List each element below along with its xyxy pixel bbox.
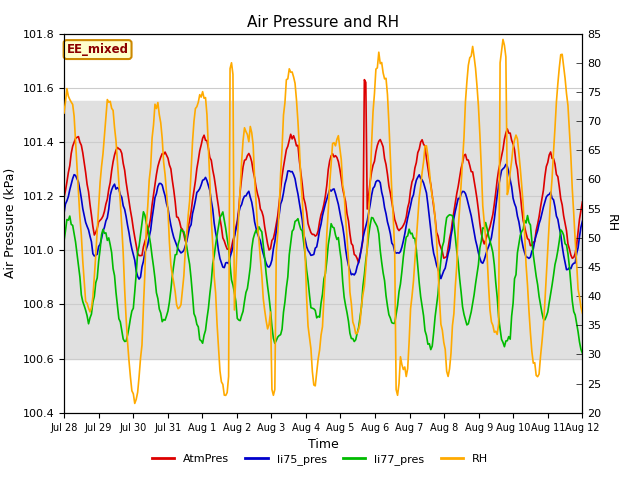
Y-axis label: RH: RH — [605, 214, 618, 232]
Text: EE_mixed: EE_mixed — [67, 43, 129, 56]
X-axis label: Time: Time — [308, 438, 339, 451]
Title: Air Pressure and RH: Air Pressure and RH — [247, 15, 399, 30]
Legend: AtmPres, li75_pres, li77_pres, RH: AtmPres, li75_pres, li77_pres, RH — [147, 450, 493, 469]
Y-axis label: Air Pressure (kPa): Air Pressure (kPa) — [4, 168, 17, 278]
Bar — [64, 101, 582, 359]
